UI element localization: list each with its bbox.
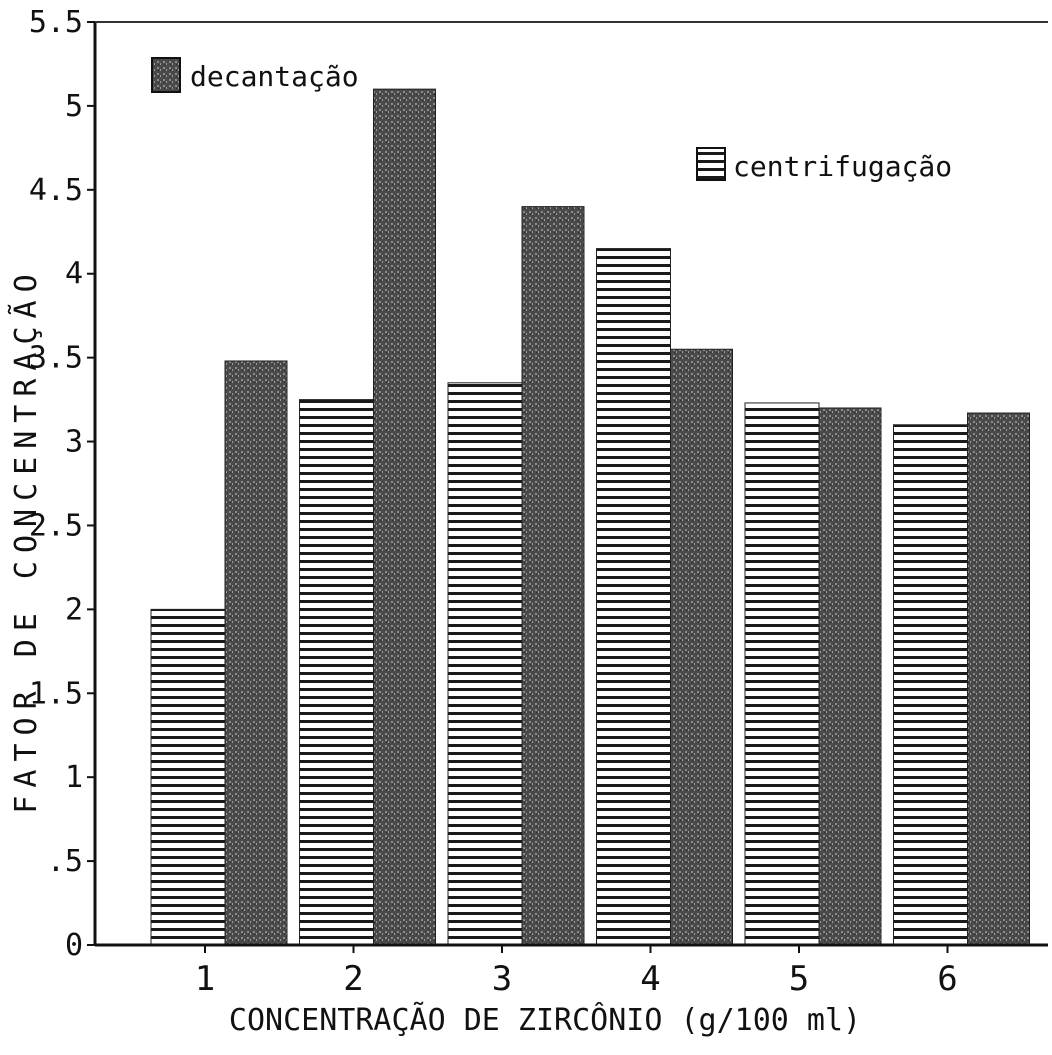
x-tick-label-5: 5 bbox=[789, 959, 809, 999]
x-tick-label-3: 3 bbox=[492, 959, 512, 999]
y-tick-label-.5: .5 bbox=[47, 844, 83, 879]
bar-centrifugacao-6 bbox=[893, 424, 968, 946]
y-tick-label-5: 5 bbox=[65, 89, 83, 124]
y-tick-label-0: 0 bbox=[65, 928, 83, 963]
legend-swatch-decantacao bbox=[151, 57, 181, 93]
labels-layer: 1 2 3 4 5 6 0 .5 1 1.5 2 2.5 3 3.5 4 4.5 5 5.5 bbox=[29, 5, 958, 999]
y-tick-label-1: 1 bbox=[65, 760, 83, 795]
legend: decantação centrifugação bbox=[151, 57, 952, 183]
bar-decantacao-4 bbox=[670, 348, 733, 946]
y-tick-label-2.5: 2.5 bbox=[29, 508, 83, 543]
x-tick-label-1: 1 bbox=[195, 959, 215, 999]
y-tick-label-3: 3 bbox=[65, 425, 83, 460]
y-tick-label-3.5: 3.5 bbox=[29, 341, 83, 376]
bar-centrifugacao-5 bbox=[744, 402, 820, 946]
y-tick-label-2: 2 bbox=[65, 592, 83, 627]
legend-swatch-centrifugacao bbox=[696, 147, 726, 181]
axes-layer bbox=[87, 21, 1048, 953]
y-tick-label-5.5: 5.5 bbox=[29, 5, 83, 40]
x-tick-label-4: 4 bbox=[640, 959, 660, 999]
bar-centrifugacao-2 bbox=[299, 399, 374, 946]
bar-centrifugacao-4 bbox=[596, 248, 671, 946]
bar-decantacao-5 bbox=[818, 407, 882, 946]
bar-decantacao-2 bbox=[373, 88, 436, 946]
legend-label-decantacao: decantação bbox=[190, 60, 359, 93]
bar-centrifugacao-3 bbox=[447, 382, 523, 946]
y-tick-label-4.5: 4.5 bbox=[29, 173, 83, 208]
bar-decantacao-1 bbox=[224, 360, 288, 946]
bar-decantacao-3 bbox=[521, 206, 585, 946]
y-tick-label-1.5: 1.5 bbox=[29, 676, 83, 711]
legend-label-centrifugacao: centrifugação bbox=[733, 150, 952, 183]
y-axis-title: FATOR DE CONCENTRAÇÃO bbox=[8, 266, 44, 813]
x-tick-label-2: 2 bbox=[343, 959, 363, 999]
x-axis-title: CONCENTRAÇÃO DE ZIRCÔNIO (g/100 ml) bbox=[229, 1001, 861, 1038]
y-tick-label-4: 4 bbox=[65, 257, 83, 292]
bar-centrifugacao-1 bbox=[150, 608, 226, 946]
x-tick-label-6: 6 bbox=[937, 959, 957, 999]
bar-decantacao-6 bbox=[967, 412, 1030, 946]
bars-layer bbox=[150, 88, 1030, 946]
